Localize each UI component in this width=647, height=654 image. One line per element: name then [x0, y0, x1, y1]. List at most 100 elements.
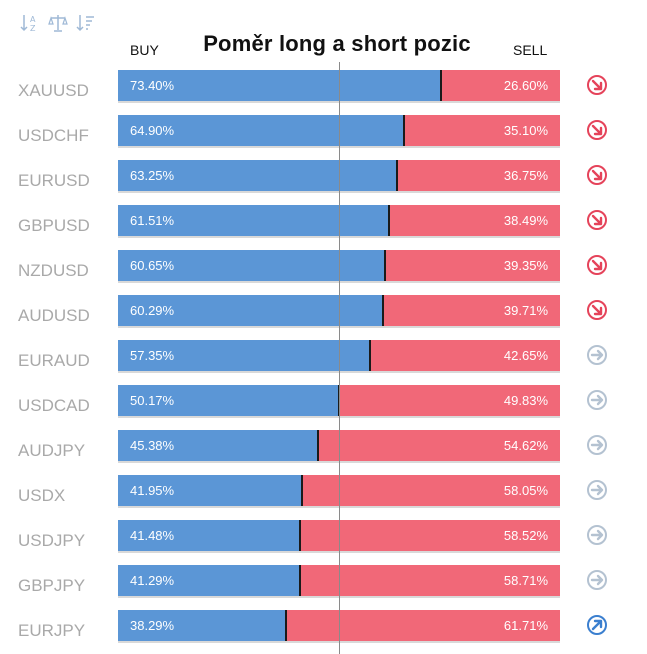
arrow-right-icon[interactable] [586, 569, 608, 591]
svg-text:Z: Z [30, 24, 36, 33]
symbol-label[interactable]: GBPJPY [18, 576, 86, 595]
buy-segment: 60.29% [118, 295, 385, 326]
ratio-bar: 41.29% 58.71% [118, 565, 560, 596]
sell-percent-label: 39.71% [503, 303, 548, 318]
buy-segment: 61.51% [118, 205, 390, 236]
buy-percent-label: 41.29% [130, 573, 175, 588]
buy-segment: 63.25% [118, 160, 398, 191]
buy-segment: 60.65% [118, 250, 387, 281]
symbol-label[interactable]: EURJPY [18, 621, 86, 640]
ratio-bar: 61.51% 38.49% [118, 205, 560, 236]
buy-percent-label: 73.40% [130, 78, 175, 93]
sell-column-label: SELL [513, 42, 548, 58]
sell-percent-label: 54.62% [503, 438, 548, 453]
ratio-row: GBPJPY 41.29% 58.71% [0, 564, 647, 609]
arrow-right-icon[interactable] [586, 344, 608, 366]
buy-segment: 41.29% [118, 565, 301, 596]
sell-percent-label: 61.71% [503, 618, 548, 633]
ratio-bar: 73.40% 26.60% [118, 70, 560, 101]
buy-percent-label: 64.90% [130, 123, 175, 138]
ratio-row: EURUSD 63.25% 36.75% [0, 159, 647, 204]
ratio-row: EURAUD 57.35% 42.65% [0, 339, 647, 384]
buy-percent-label: 50.17% [130, 393, 175, 408]
sell-percent-label: 36.75% [503, 168, 548, 183]
ratio-row: AUDJPY 45.38% 54.62% [0, 429, 647, 474]
symbol-label[interactable]: EURAUD [18, 351, 90, 370]
buy-segment: 64.90% [118, 115, 405, 146]
ratio-bar: 41.48% 58.52% [118, 520, 560, 551]
ratio-row: GBPUSD 61.51% 38.49% [0, 204, 647, 249]
buy-percent-label: 63.25% [130, 168, 175, 183]
arrow-down-right-icon[interactable] [586, 164, 608, 186]
buy-percent-label: 41.95% [130, 483, 175, 498]
symbol-label[interactable]: AUDUSD [18, 306, 90, 325]
buy-segment: 73.40% [118, 70, 443, 101]
sell-segment: 26.60% [442, 70, 560, 101]
sell-percent-label: 35.10% [503, 123, 548, 138]
sell-segment: 36.75% [397, 160, 560, 191]
symbol-label[interactable]: AUDJPY [18, 441, 86, 460]
fifty-percent-line [339, 62, 340, 654]
sell-segment: 39.35% [386, 250, 560, 281]
sell-segment: 58.05% [303, 475, 560, 506]
sell-segment: 42.65% [371, 340, 560, 371]
sell-segment: 38.49% [389, 205, 560, 236]
ratio-row: USDCAD 50.17% 49.83% [0, 384, 647, 429]
buy-segment: 41.48% [118, 520, 302, 551]
arrow-down-right-icon[interactable] [586, 254, 608, 276]
buy-segment: 57.35% [118, 340, 372, 371]
symbol-label[interactable]: EURUSD [18, 171, 90, 190]
sell-percent-label: 49.83% [503, 393, 548, 408]
sell-segment: 49.83% [339, 385, 560, 416]
ratio-row: USDJPY 41.48% 58.52% [0, 519, 647, 564]
ratio-bar: 60.29% 39.71% [118, 295, 560, 326]
sell-segment: 58.71% [300, 565, 560, 596]
sell-percent-label: 38.49% [503, 213, 548, 228]
buy-percent-label: 45.38% [130, 438, 175, 453]
sort-amount-icon[interactable] [76, 12, 96, 34]
buy-percent-label: 60.29% [130, 303, 175, 318]
symbol-label[interactable]: USDJPY [18, 531, 86, 550]
ratio-bar: 50.17% 49.83% [118, 385, 560, 416]
ratio-bar: 41.95% 58.05% [118, 475, 560, 506]
symbol-label[interactable]: USDCAD [18, 396, 90, 415]
arrow-down-right-icon[interactable] [586, 299, 608, 321]
sell-percent-label: 58.05% [503, 483, 548, 498]
sell-percent-label: 39.35% [503, 258, 548, 273]
symbol-label[interactable]: NZDUSD [18, 261, 89, 280]
sell-percent-label: 42.65% [503, 348, 548, 363]
ratio-bar: 60.65% 39.35% [118, 250, 560, 281]
buy-percent-label: 41.48% [130, 528, 175, 543]
arrow-down-right-icon[interactable] [586, 209, 608, 231]
sell-segment: 39.71% [384, 295, 560, 326]
arrow-right-icon[interactable] [586, 389, 608, 411]
buy-column-label: BUY [130, 42, 159, 58]
sell-segment: 61.71% [287, 610, 560, 641]
sell-segment: 54.62% [318, 430, 560, 461]
ratio-row: NZDUSD 60.65% 39.35% [0, 249, 647, 294]
symbol-label[interactable]: USDCHF [18, 126, 89, 145]
sell-percent-label: 58.71% [503, 573, 548, 588]
arrow-right-icon[interactable] [586, 479, 608, 501]
ratio-bar: 63.25% 36.75% [118, 160, 560, 191]
buy-percent-label: 61.51% [130, 213, 175, 228]
symbol-label[interactable]: GBPUSD [18, 216, 90, 235]
arrow-up-right-icon[interactable] [586, 614, 608, 636]
arrow-down-right-icon[interactable] [586, 74, 608, 96]
buy-segment: 50.17% [118, 385, 340, 416]
balance-scale-icon[interactable] [48, 12, 68, 34]
buy-percent-label: 38.29% [130, 618, 175, 633]
buy-segment: 38.29% [118, 610, 288, 641]
arrow-down-right-icon[interactable] [586, 119, 608, 141]
ratio-row: XAUUSD 73.40% 26.60% [0, 69, 647, 114]
buy-percent-label: 60.65% [130, 258, 175, 273]
symbol-label[interactable]: USDX [18, 486, 66, 505]
ratio-bar: 64.90% 35.10% [118, 115, 560, 146]
symbol-label[interactable]: XAUUSD [18, 81, 89, 100]
arrow-right-icon[interactable] [586, 434, 608, 456]
svg-text:A: A [30, 15, 36, 24]
arrow-right-icon[interactable] [586, 524, 608, 546]
